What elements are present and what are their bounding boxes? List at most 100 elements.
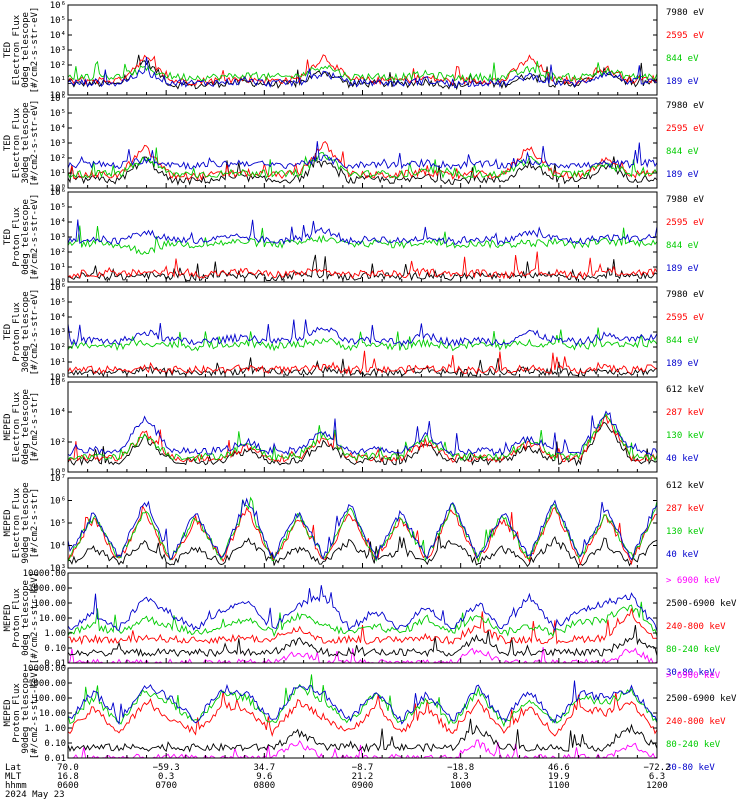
series-trace-287-kev [67,504,658,566]
y-tick-label: 10.00 [39,614,66,624]
y-axis-label: 90deg telescope [21,672,31,753]
y-tick-label: 10⁰ [50,184,66,194]
legend-entry: 30-80 keV [666,763,715,773]
panel-8: 0.01 0.10 1.00 10.00 100.00 1000.00 10000.00 ME… [3,664,737,800]
y-tick-label: 1.00 [44,629,66,639]
y-axis-label: 0deg telescope [21,389,31,465]
series-trace-130-kev [67,413,658,463]
legend-entry: 30-80 keV [666,668,715,678]
x-tick-label-lat: 34.7 [253,763,275,773]
y-tick-label: 10⁵ [50,298,66,308]
legend-entry: 844 eV [666,241,699,251]
x-tick-label-hhmm: 0900 [352,781,374,791]
legend-entry: 612 keV [666,481,705,491]
y-axis-label: 0deg telescope [21,580,31,656]
y-tick-label: 10⁰ [50,468,66,478]
y-tick-label: 10⁰ [50,373,66,383]
panel-5: 10⁰ 10² 10⁴ 10⁶ MEPED Electron Flux 0deg teles… [3,378,705,478]
y-tick-label: 10⁶ [50,378,66,388]
y-tick-label: 10² [50,154,66,164]
x-tick-label-hhmm: 1100 [548,781,570,791]
legend-entry: > 6900 keV [666,671,721,681]
panel-frame [67,477,658,569]
legend-entry: 7980 eV [666,8,705,18]
y-tick-label: 10³ [50,139,66,149]
series-trace-2595-ev [67,350,658,375]
y-tick-label: 10⁴ [50,218,66,228]
x-row-label: hhmm [5,781,27,791]
y-tick-label: 10² [50,248,66,258]
series-trace-80-240-kev [67,674,658,728]
series-trace-2595-ev [67,141,658,181]
y-axis-label: [#/cm2-s-str-eV] [30,194,40,281]
y-tick-label: 10⁵ [50,109,66,119]
date-label: 2024 May 23 [5,790,65,800]
x-tick-label-hhmm: 0600 [57,781,79,791]
series-trace-612-kev [67,533,658,568]
series-trace-240-800-kev [67,691,658,737]
y-tick-label: 10⁵ [50,203,66,213]
y-axis-label: [#/cm2-s-str-eV] [30,7,40,94]
legend-entry: 40 keV [666,550,699,560]
series-trace-612-kev [67,421,658,467]
x-tick-label-lat: −59.3 [153,763,180,773]
panel-6: 10³ 10⁴ 10⁵ 10⁶ 10⁷ MEPED Electron Flux 90deg t… [3,474,705,574]
legend-entry: 7980 eV [666,195,705,205]
y-tick-label: 10¹ [50,263,66,273]
x-row-label: MLT [5,772,22,782]
y-tick-label: 10⁴ [50,408,66,418]
legend-entry: 80-240 keV [666,740,721,750]
y-axis-label: TED [3,324,13,340]
series-trace-40-kev [67,497,658,561]
legend-entry: 189 eV [666,77,699,87]
y-axis-label: [#/cm2-s-str-eV] [30,100,40,187]
legend-entry: 2595 eV [666,313,705,323]
panel-7: 0.01 0.10 1.00 10.00 100.00 1000.00 10000.00 ME… [3,569,737,678]
y-tick-label: 10⁴ [50,31,66,41]
y-tick-label: 10⁰ [50,91,66,101]
y-axis-label: [#/cm2-s-str-keV] [30,572,40,664]
y-tick-label: 10¹ [50,76,66,86]
y-tick-label: 10³ [50,46,66,56]
y-tick-label: 100.00 [33,599,66,609]
series-trace-844-ev [67,60,658,83]
series-trace-40-kev [67,410,658,457]
panel-frame [67,286,658,378]
x-tick-label-lat: 70.0 [57,763,79,773]
y-axis-label: [#/cm2-s-str-keV] [30,667,40,759]
y-axis-label: MEPED [3,413,13,440]
legend-entry: 189 eV [666,170,699,180]
panel-2: 10⁰ 10¹ 10² 10³ 10⁴ 10⁵ 10⁶ TED Electron Flux 30d… [3,94,705,194]
series-trace-130-kev [67,496,658,564]
legend-entry: 240-800 keV [666,717,726,727]
x-row-label: Lat [5,763,21,773]
legend-entry: 612 keV [666,385,705,395]
y-axis-label: Electron Flux [12,487,22,558]
legend-entry: 189 eV [666,264,699,274]
y-axis-label: Proton Flux [12,302,22,362]
legend-entry: 844 eV [666,147,699,157]
y-axis-label: 0deg telescope [21,199,31,275]
y-tick-label: 10000.00 [23,664,66,674]
y-tick-label: 0.10 [44,739,66,749]
y-tick-label: 10¹ [50,169,66,179]
y-tick-label: 1000.00 [28,584,66,594]
y-tick-label: 10⁴ [50,542,66,552]
series-trace-189-ev [67,319,658,347]
x-tick-label-mlt: 16.8 [57,772,79,782]
y-tick-label: 10⁵ [50,519,66,529]
y-tick-label: 10² [50,61,66,71]
y-tick-label: 10² [50,438,66,448]
legend-entry: 130 keV [666,431,705,441]
y-axis-label: [#/cm2-s-str] [30,488,40,558]
x-tick-label-hhmm: 0800 [253,781,275,791]
panel-1: 10⁰ 10¹ 10² 10³ 10⁴ 10⁵ 10⁶ TED Electron Flux 0de… [3,1,705,101]
series-trace-2500-6900-kev [67,718,658,753]
panel-frame [67,4,658,96]
y-axis-label: [#/cm2-s-str-eV] [30,289,40,376]
y-axis-label: Electron Flux [12,391,22,462]
legend-entry: 130 keV [666,527,705,537]
legend-entry: > 6900 keV [666,576,721,586]
legend-entry: 7980 eV [666,101,705,111]
